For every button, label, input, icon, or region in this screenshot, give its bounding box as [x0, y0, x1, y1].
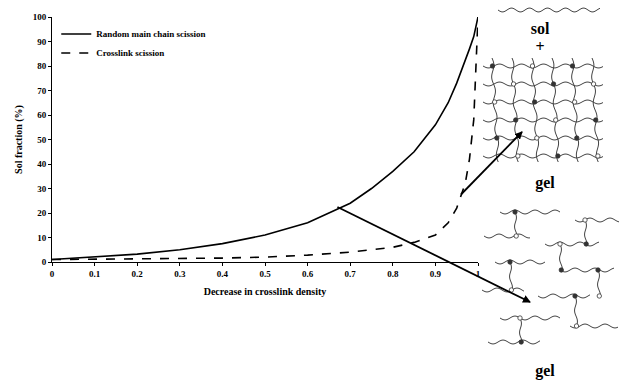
svg-text:gel: gel: [535, 362, 555, 380]
svg-text:0.5: 0.5: [259, 269, 271, 279]
svg-text:0.2: 0.2: [132, 269, 144, 279]
svg-text:0: 0: [50, 269, 55, 279]
svg-text:100: 100: [33, 12, 47, 22]
svg-text:0.7: 0.7: [345, 269, 357, 279]
svg-text:0: 0: [42, 257, 47, 267]
svg-text:80: 80: [37, 61, 47, 71]
svg-text:0.4: 0.4: [217, 269, 229, 279]
svg-text:Random main chain scission: Random main chain scission: [96, 29, 205, 39]
svg-text:0.6: 0.6: [302, 269, 314, 279]
svg-text:10: 10: [37, 233, 47, 243]
svg-text:+: +: [535, 38, 544, 55]
svg-text:30: 30: [37, 184, 47, 194]
svg-text:Crosslink scission: Crosslink scission: [96, 48, 164, 58]
svg-text:gel: gel: [535, 174, 555, 192]
svg-text:Decrease in crosslink density: Decrease in crosslink density: [204, 286, 327, 297]
svg-text:50: 50: [37, 135, 47, 145]
svg-text:0.8: 0.8: [387, 269, 399, 279]
svg-text:0.1: 0.1: [89, 269, 101, 279]
svg-text:0.3: 0.3: [174, 269, 186, 279]
svg-text:1: 1: [476, 269, 481, 279]
svg-text:40: 40: [37, 159, 47, 169]
svg-text:sol: sol: [531, 20, 550, 37]
svg-text:Sol fraction (%): Sol fraction (%): [13, 105, 25, 174]
svg-text:70: 70: [37, 86, 47, 96]
svg-text:90: 90: [37, 37, 47, 47]
svg-text:60: 60: [37, 110, 47, 120]
svg-text:0.9: 0.9: [430, 269, 442, 279]
svg-text:20: 20: [37, 208, 47, 218]
